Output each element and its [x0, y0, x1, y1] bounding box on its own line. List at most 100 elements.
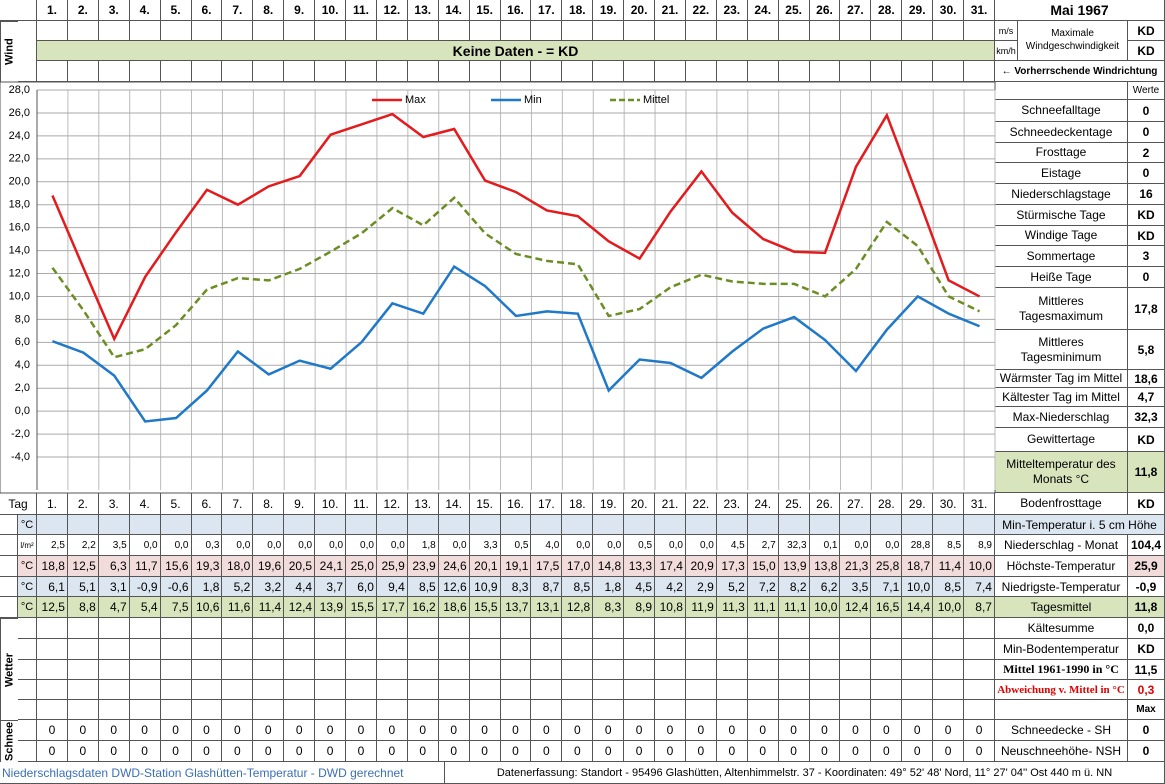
wind-cell: [840, 21, 872, 41]
day-label: 19.: [593, 493, 625, 515]
stat-label: Schneedeckentage: [995, 122, 1128, 143]
footer-left: Niederschlagsdaten DWD-Station Glashütte…: [0, 762, 445, 784]
wind-cell: [37, 21, 68, 41]
day-value: [747, 700, 779, 720]
day-value: 3,1: [98, 577, 130, 597]
day-header: 30.: [933, 0, 965, 21]
stat-value: 18,6: [1128, 370, 1165, 388]
y-tick-label: 26,0: [9, 107, 30, 119]
day-value: 19,1: [500, 556, 532, 577]
day-value: 8,9: [964, 535, 995, 556]
unit-blank: [18, 720, 37, 741]
day-value: 16,5: [871, 597, 903, 618]
day-value: [469, 618, 501, 639]
day-value: [315, 680, 347, 700]
y-tick-label: -2,0: [11, 428, 30, 440]
day-value: [253, 618, 285, 639]
day-value: [716, 639, 748, 660]
wind-cell: [778, 61, 810, 82]
summary-label: Mittel 1961-1990 in °C: [995, 660, 1128, 680]
day-value: [685, 660, 717, 680]
day-value: [37, 680, 68, 700]
wind-cell: [315, 21, 347, 41]
day-value: [376, 618, 408, 639]
left-blank: [0, 597, 18, 618]
day-value: 0: [37, 741, 68, 762]
day-value: [129, 700, 161, 720]
day-label: 3.: [98, 493, 130, 515]
day-value: 13,8: [809, 556, 841, 577]
day-value: [160, 618, 192, 639]
wind-cell: [871, 61, 903, 82]
y-tick-label: 2,0: [15, 382, 30, 394]
stat-label: Mitteltemperatur des Monats °C: [995, 452, 1128, 493]
wind-cell: [747, 21, 779, 41]
wind-cell: [624, 61, 656, 82]
stat-value: 17,8: [1128, 288, 1165, 330]
day-value: 0: [871, 720, 903, 741]
day-value: [778, 639, 810, 660]
day-value: [685, 680, 717, 700]
day-value: 20,9: [685, 556, 717, 577]
stats-header-blank: [995, 82, 1128, 100]
day-label: 12.: [376, 493, 408, 515]
unit: °C: [18, 556, 37, 577]
day-value: 8,3: [593, 597, 625, 618]
stat-value: 16: [1128, 184, 1165, 205]
unit-blank: [18, 639, 37, 660]
day-value: [747, 515, 779, 535]
day-value: 18,7: [902, 556, 934, 577]
wind-cell: [500, 61, 532, 82]
day-value: 11,1: [747, 597, 779, 618]
unit-blank: [18, 680, 37, 700]
day-value: [346, 515, 377, 535]
day-label: 24.: [747, 493, 779, 515]
day-value: 11,4: [253, 597, 285, 618]
wind-cell: [624, 21, 656, 41]
day-value: [284, 515, 316, 535]
summary-label: Tagesmittel: [995, 597, 1128, 618]
day-value: [407, 660, 439, 680]
left-blank: [0, 556, 18, 577]
day-value: 0: [37, 720, 68, 741]
day-value: [376, 660, 408, 680]
summary-label: Abweichung v. Mittel in °C: [995, 680, 1128, 700]
day-value: [531, 680, 563, 700]
day-value: [531, 618, 563, 639]
day-value: [964, 660, 995, 680]
day-value: [871, 680, 903, 700]
day-value: 0: [469, 741, 501, 762]
y-tick-label: 10,0: [9, 290, 30, 302]
day-value: 10,0: [809, 597, 841, 618]
day-value: 4,4: [284, 577, 316, 597]
day-value: [346, 639, 377, 660]
day-value: 8,7: [964, 597, 995, 618]
day-value: [253, 639, 285, 660]
wind-cell: [531, 21, 563, 41]
day-value: [933, 680, 965, 700]
wind-cell: [933, 21, 965, 41]
wind-max-label: Maximale Windgeschwindigkeit: [1018, 21, 1128, 61]
unit: °C: [18, 597, 37, 618]
wind-cell: [129, 61, 161, 82]
series-line: [51, 196, 981, 359]
day-header: 25.: [778, 0, 810, 21]
day-value: [531, 660, 563, 680]
day-value: [624, 700, 656, 720]
left-blank: [0, 535, 18, 556]
day-value: [500, 680, 532, 700]
day-value: 17,7: [376, 597, 408, 618]
day-value: [840, 660, 872, 680]
summary-label: Niederschlag - Monat: [995, 535, 1128, 556]
day-value: 2,7: [747, 535, 779, 556]
day-header: 3.: [98, 0, 130, 21]
day-label: 25.: [778, 493, 810, 515]
day-value: 19,3: [191, 556, 223, 577]
day-value: [469, 700, 501, 720]
unit: l/m²: [18, 535, 37, 556]
day-label: 23.: [716, 493, 748, 515]
day-value: [716, 660, 748, 680]
day-value: 4,2: [655, 577, 686, 597]
day-value: [933, 515, 965, 535]
day-value: 0: [809, 720, 841, 741]
